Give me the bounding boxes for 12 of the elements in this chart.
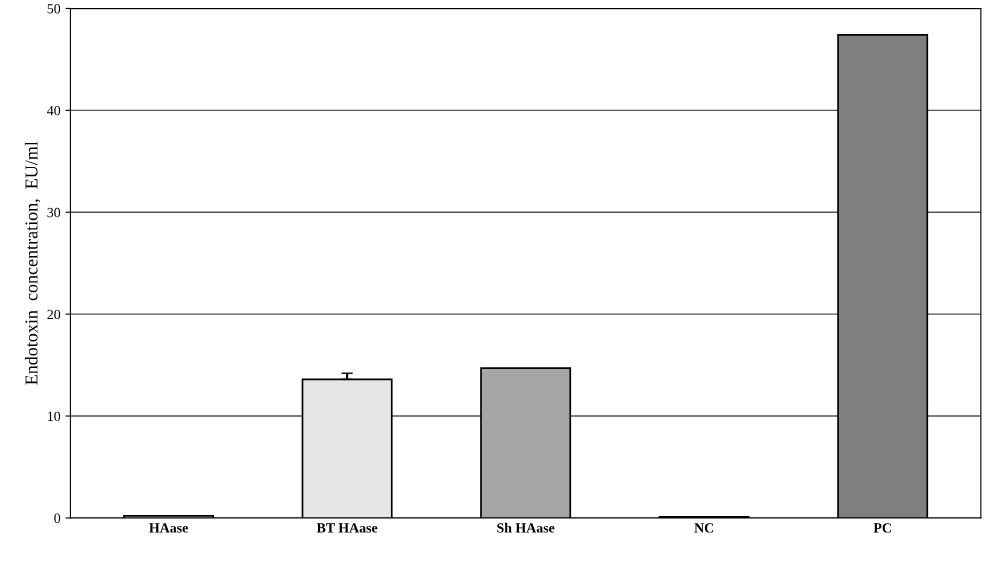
x-tick-label: Sh HAase (497, 522, 555, 533)
x-tick-label: HAase (149, 523, 188, 533)
y-tick-label: 0 (54, 513, 61, 523)
y-tick-label: 10 (48, 411, 61, 422)
x-tick-label: NC (694, 523, 714, 533)
y-tick-label: 20 (47, 309, 61, 320)
y-tick-label: 30 (47, 207, 61, 218)
y-tick-label: 40 (47, 105, 61, 116)
y-tick-label: 50 (47, 4, 61, 14)
x-tick-label: PC (873, 523, 891, 533)
x-tick-label: BT HAase (316, 523, 378, 533)
y-axis-title: Endotoxin concentration, EU/ml (24, 141, 41, 385)
